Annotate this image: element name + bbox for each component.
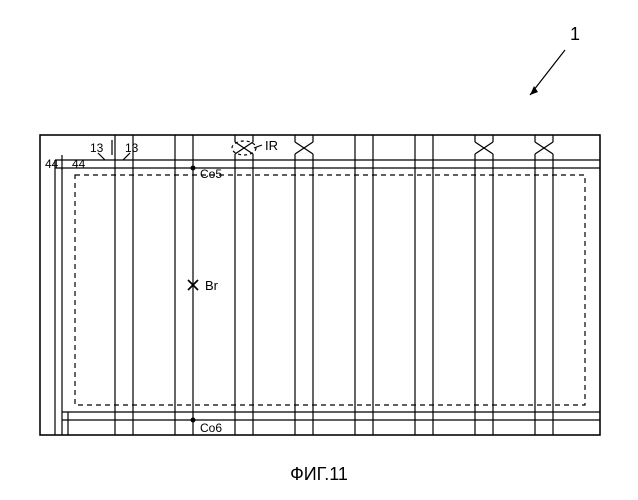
svg-text:Br: Br (205, 278, 219, 293)
svg-text:13: 13 (90, 141, 104, 155)
svg-text:Co6: Co6 (200, 421, 222, 435)
figure-caption: ФИГ.11 (0, 464, 638, 485)
svg-text:IR: IR (265, 138, 278, 153)
svg-text:1: 1 (570, 24, 580, 44)
svg-text:44: 44 (45, 157, 59, 171)
svg-text:Co5: Co5 (200, 167, 222, 181)
diagram-svg: 1 13 13 44 44 IR Co5 Co6 Br (0, 0, 638, 460)
svg-text:44: 44 (72, 157, 86, 171)
svg-text:13: 13 (125, 141, 139, 155)
diagram-container: 1 13 13 44 44 IR Co5 Co6 Br ФИГ.11 (0, 0, 638, 500)
